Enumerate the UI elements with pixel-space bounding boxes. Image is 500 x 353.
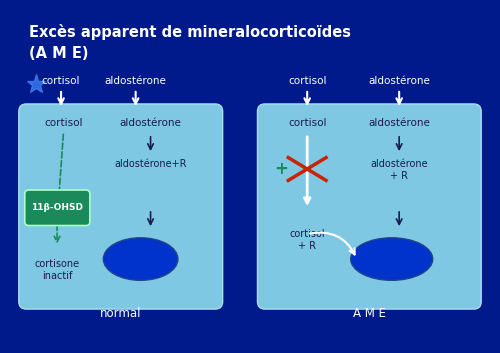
Text: +: + [274,160,288,178]
Text: normal: normal [100,307,141,319]
Text: cortisone
inactif: cortisone inactif [34,259,80,281]
Text: A M E: A M E [353,307,386,319]
Ellipse shape [104,238,178,280]
Text: cortisol: cortisol [42,76,80,86]
FancyBboxPatch shape [19,104,222,309]
Text: cortisol: cortisol [44,119,83,128]
Text: Excès apparent de mineralocorticoïdes: Excès apparent de mineralocorticoïdes [28,24,350,40]
Text: aldostérone: aldostérone [104,76,166,86]
Text: aldostérone: aldostérone [120,119,182,128]
Text: aldostérone+R: aldostérone+R [114,159,187,169]
Text: cortisol: cortisol [288,76,327,86]
Text: aldostérone
+ R: aldostérone + R [370,159,428,181]
Text: aldostérone: aldostérone [368,76,430,86]
FancyBboxPatch shape [25,190,90,226]
Text: aldostérone: aldostérone [368,119,430,128]
Text: 11β-OHSD: 11β-OHSD [31,203,83,212]
Text: (A M E): (A M E) [28,46,88,61]
FancyBboxPatch shape [258,104,481,309]
Text: cortisol: cortisol [288,119,327,128]
Ellipse shape [350,238,432,280]
Text: cortisol
+ R: cortisol + R [290,229,325,251]
